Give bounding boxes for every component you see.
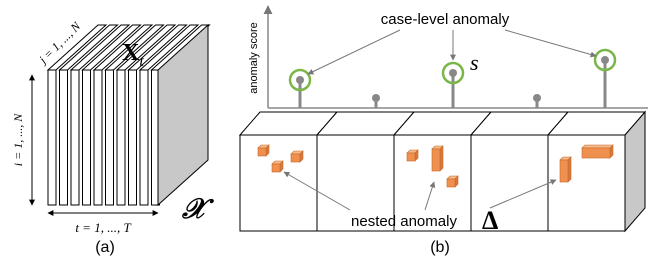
cube-side <box>568 157 571 182</box>
y-axis-label: anomaly score <box>248 22 260 94</box>
cube-front <box>407 153 415 161</box>
case-label: case-level anomaly <box>381 11 510 28</box>
row-index: i = 1, ..., N <box>11 113 25 166</box>
slab-front <box>83 70 91 205</box>
stem-head <box>372 94 380 102</box>
stem-head <box>533 94 541 102</box>
slab-front <box>106 70 114 205</box>
slab-front <box>48 70 56 205</box>
cube-front <box>560 160 568 182</box>
nested-label: nested anomaly <box>351 213 457 230</box>
slab-front <box>117 70 125 205</box>
nested-symbol: Δ <box>482 206 498 235</box>
caption-b: (b) <box>430 239 450 256</box>
caption-a: (a) <box>95 239 115 256</box>
time-index: t = 1, ..., T <box>75 220 131 235</box>
score-symbol: s <box>470 50 479 75</box>
slab-front <box>140 70 148 205</box>
stem-head <box>449 69 457 77</box>
stem-head <box>296 76 304 84</box>
cube-front <box>258 148 266 156</box>
cube-front <box>291 154 300 162</box>
cube-front <box>447 179 455 187</box>
cube-top <box>582 145 613 148</box>
cube-front <box>582 148 610 158</box>
slab-front <box>94 70 102 205</box>
cube-front <box>272 164 280 172</box>
slab-front <box>129 70 137 205</box>
arrow <box>505 30 596 56</box>
cube-front <box>432 149 440 171</box>
slab-front <box>71 70 79 205</box>
arrow <box>308 30 400 74</box>
slab-front <box>60 70 68 205</box>
stem-head <box>601 56 609 64</box>
cube-side <box>440 146 443 171</box>
figure: Xt i = 1, ..., N j = 1, ..., N t = 1, ..… <box>0 0 659 261</box>
tensor-symbol: 𝒳 <box>181 194 215 225</box>
box-front <box>240 135 317 231</box>
